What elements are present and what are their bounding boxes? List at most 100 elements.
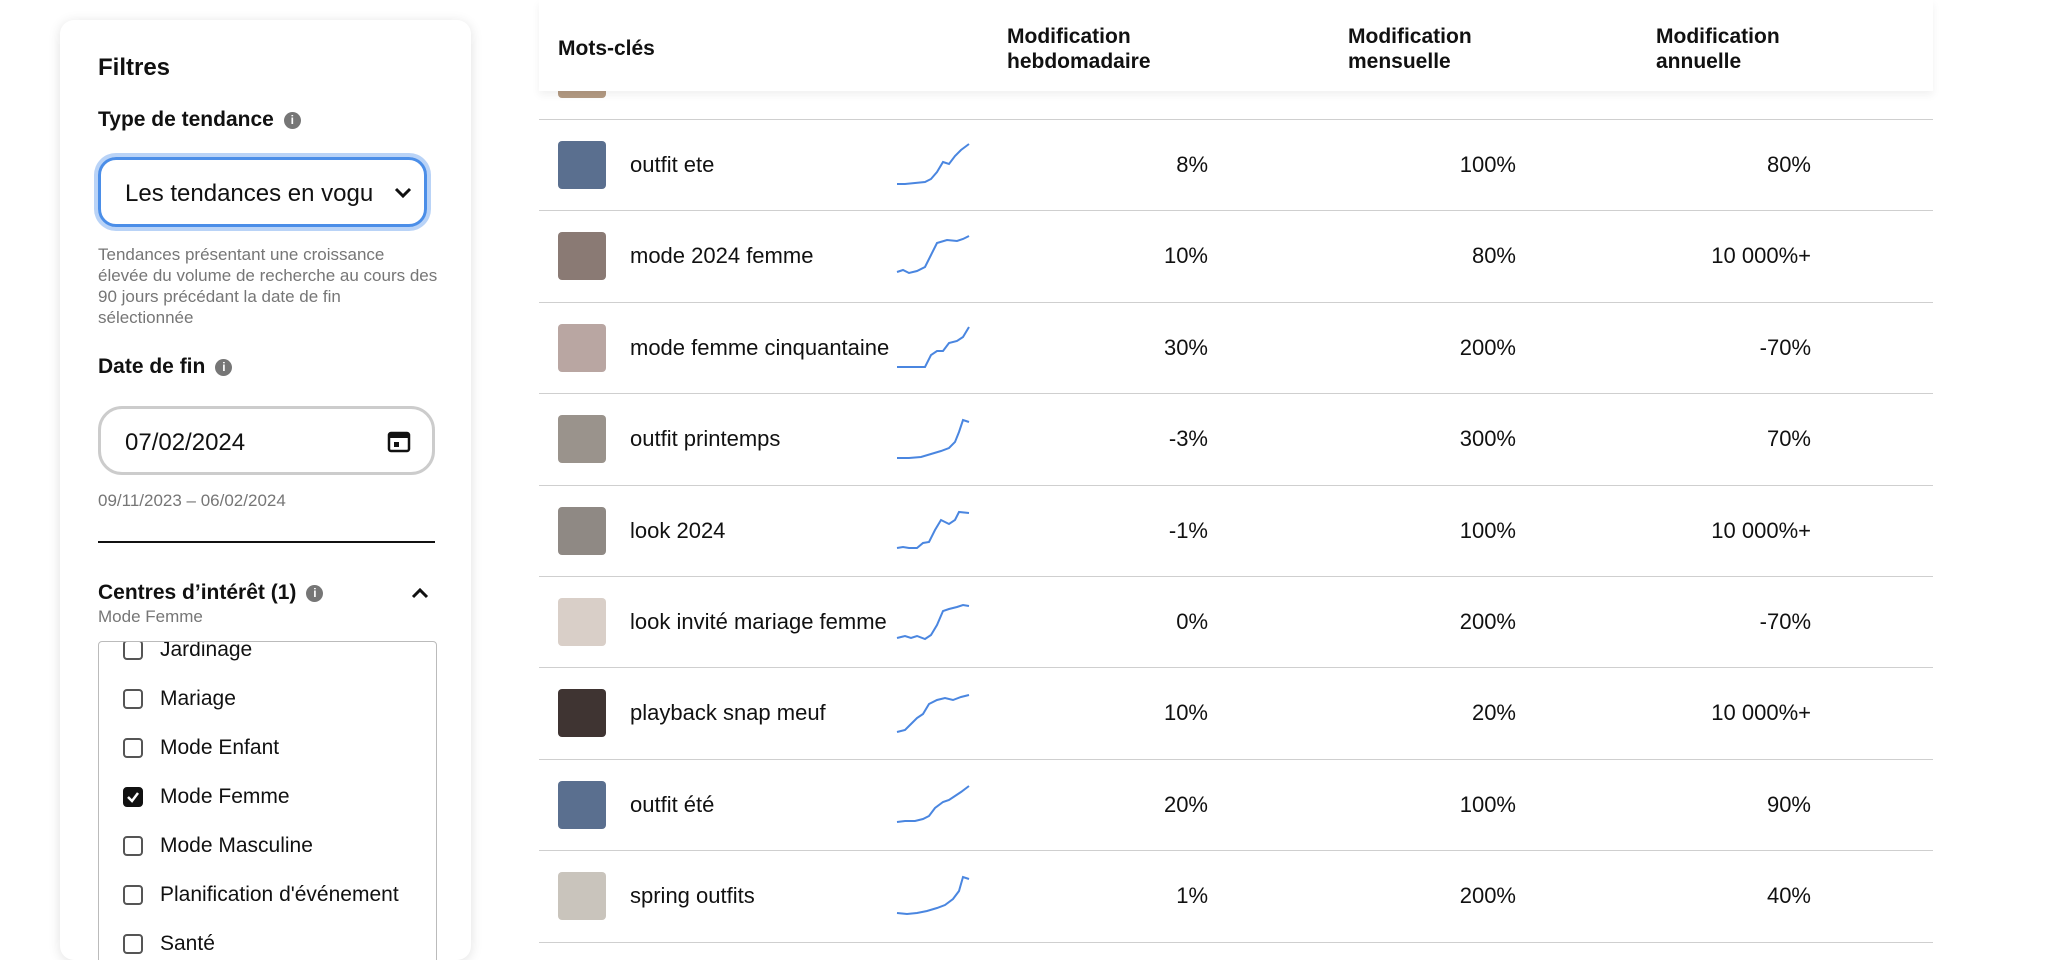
row-line (539, 850, 1933, 852)
change-value: 20% (1163, 791, 1208, 817)
keyword[interactable]: look invité mariage femme (630, 609, 887, 634)
checkbox[interactable] (123, 738, 143, 758)
option[interactable]: Jardinage (99, 641, 436, 670)
keyword[interactable]: look 2024 (630, 517, 726, 543)
thumbnail[interactable] (558, 141, 606, 189)
filter-panel: Filtres Type de tendance i Les tendances … (60, 20, 471, 960)
keyword[interactable]: outfit ete (630, 152, 715, 177)
row-line (539, 941, 1933, 943)
option[interactable]: Mode Femme (99, 777, 436, 817)
keyword[interactable]: playback snap meuf (630, 700, 826, 726)
sparkline (897, 418, 970, 460)
change-value: 10% (1163, 243, 1208, 269)
collapse-chevron[interactable] (410, 586, 430, 600)
change-value: 8% (1176, 152, 1208, 177)
row-line (539, 119, 1933, 120)
option-label: Santé (160, 932, 215, 955)
change-value: 100% (1459, 517, 1516, 543)
change-value: -3% (1168, 426, 1208, 452)
change-value: -70% (1759, 334, 1811, 360)
label: Type de tendance i (98, 108, 301, 132)
column-header: Modification hebdomadaire (1007, 25, 1151, 73)
change-value: 10 000%+ (1711, 243, 1811, 269)
thumbnail[interactable] (558, 598, 606, 646)
change-value: 200% (1459, 334, 1516, 360)
thumbnail[interactable] (558, 872, 606, 921)
checkbox[interactable] (123, 642, 143, 660)
sparkline (896, 694, 970, 734)
change-value: 10 000%+ (1711, 517, 1811, 543)
change-value: 1% (1176, 883, 1208, 909)
checkbox[interactable] (123, 885, 143, 905)
sparkline (896, 875, 970, 916)
sparkline (897, 143, 970, 185)
date-range: 09/11/2023 – 06/02/2024 (98, 491, 286, 510)
option-label: Planification d'événement (160, 883, 399, 906)
checkbox[interactable] (123, 689, 143, 709)
row-line (539, 484, 1933, 486)
row-line (539, 393, 1933, 395)
table-header: Mots-clés Modification hebdomadaire Modifi… (539, 0, 1933, 91)
thumbnail[interactable] (558, 506, 606, 555)
label: Date de fin i (98, 355, 233, 379)
info-icon[interactable]: i (306, 585, 324, 602)
label: Centres d’intérêt (1) i (98, 581, 324, 605)
column-header: Modification annuelle (1656, 25, 1780, 73)
thumbnail[interactable] (558, 232, 606, 281)
sparkline (896, 603, 970, 641)
option[interactable]: Mariage (99, 679, 436, 719)
chevron (394, 187, 412, 199)
change-value: 10% (1163, 700, 1208, 726)
row-line (539, 667, 1933, 669)
help-text: Tendances présentant une croissance élev… (98, 245, 438, 327)
option-label: Mode Enfant (160, 736, 280, 759)
option[interactable]: Mode Enfant (99, 728, 436, 768)
keyword[interactable]: mode 2024 femme (630, 243, 814, 269)
option[interactable]: Mode Masculine (99, 826, 436, 866)
checkbox[interactable] (123, 934, 143, 954)
option[interactable]: Planification d'événement (99, 875, 436, 915)
thumbnail[interactable] (558, 780, 606, 829)
date-input[interactable]: 07/02/2024 (98, 406, 435, 475)
info-icon[interactable]: i (283, 112, 301, 129)
change-value: 80% (1471, 243, 1516, 269)
calendar-icon (387, 431, 411, 453)
select-value: Les tendances en vogu (125, 180, 374, 207)
sparkline (896, 235, 970, 275)
row-line (539, 576, 1933, 577)
row-line (539, 210, 1933, 212)
checkbox[interactable] (123, 836, 143, 856)
keyword[interactable]: mode femme cinquantaine (630, 334, 890, 360)
label-text: Date de fin (98, 355, 206, 378)
column-header: Modification mensuelle (1348, 25, 1472, 73)
thumbnail[interactable] (558, 689, 606, 738)
change-value: 200% (1459, 609, 1516, 634)
row-line (539, 758, 1933, 760)
keyword[interactable]: spring outfits (630, 883, 755, 909)
change-value: 40% (1766, 883, 1811, 909)
change-value: 100% (1459, 791, 1516, 817)
selected-summary: Mode Femme (98, 607, 203, 626)
sparkline (897, 326, 970, 368)
option[interactable]: Santé (99, 924, 436, 960)
change-value: 0% (1176, 609, 1208, 634)
option-label: Jardinage (160, 641, 253, 661)
thumbnail[interactable] (558, 415, 606, 464)
thumbnail[interactable] (558, 323, 606, 372)
change-value: 80% (1766, 152, 1811, 177)
change-value: 70% (1766, 426, 1811, 452)
keyword[interactable]: outfit printemps (630, 426, 781, 452)
change-value: -1% (1168, 517, 1208, 543)
trend-select[interactable]: Les tendances en vogu (98, 157, 427, 227)
change-value: 300% (1459, 426, 1516, 452)
checkbox[interactable] (123, 787, 143, 807)
keyword[interactable]: outfit été (630, 791, 715, 817)
divider (98, 541, 435, 543)
date-value: 07/02/2024 (125, 429, 246, 456)
change-value: 90% (1766, 791, 1811, 817)
info-icon[interactable]: i (215, 359, 233, 376)
row-line (539, 301, 1933, 303)
panel-title: Filtres (98, 54, 171, 81)
column-header: Mots-clés (558, 37, 655, 60)
